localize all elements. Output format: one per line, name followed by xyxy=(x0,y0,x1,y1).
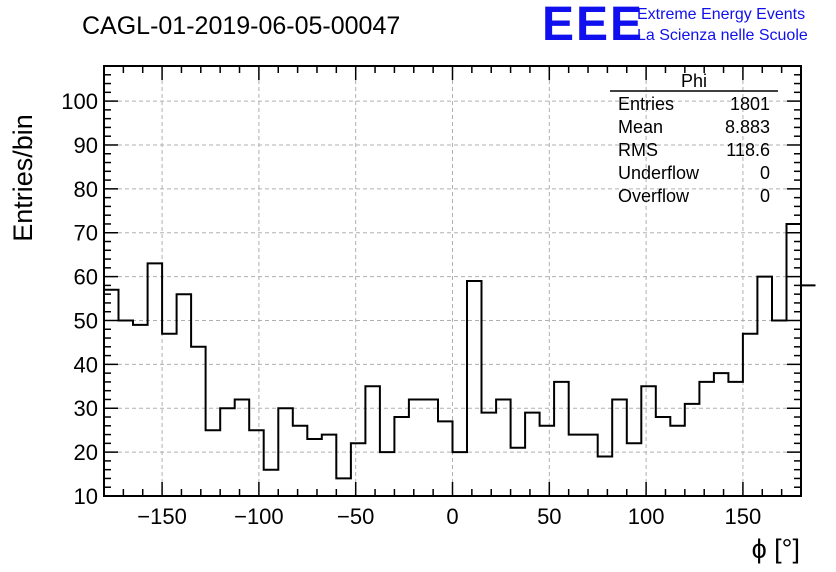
y-tick-label: 100 xyxy=(61,89,98,114)
x-tick-label: 100 xyxy=(628,504,665,529)
axis-ticks xyxy=(103,65,802,497)
stats-box: Phi Entries 1801 Mean 8.883 RMS 118.6 Underflo… xyxy=(610,71,778,206)
stats-row-label: Overflow xyxy=(618,186,690,206)
y-tick-label: 60 xyxy=(74,265,98,290)
stats-row-label: Underflow xyxy=(618,163,700,183)
y-tick-label: 40 xyxy=(74,352,98,377)
y-tick-label: 30 xyxy=(74,396,98,421)
eee-logo-mark: EEE xyxy=(542,0,644,51)
eee-logo-line1: Extreme Energy Events xyxy=(637,6,805,23)
y-axis-label: Entries/bin xyxy=(8,114,38,242)
y-tick-label: 80 xyxy=(74,177,98,202)
y-tick-label: 50 xyxy=(74,308,98,333)
chart-title: CAGL-01-2019-06-05-00047 xyxy=(82,12,400,40)
stats-row-value: 118.6 xyxy=(726,140,770,160)
stats-row-value: 1801 xyxy=(730,94,770,114)
x-tick-label: −100 xyxy=(234,504,284,529)
eee-logo: EEE Extreme Energy Events La Scienza nel… xyxy=(542,0,808,51)
stats-row-label: Mean xyxy=(618,117,663,137)
stats-row-label: Entries xyxy=(618,94,674,114)
x-tick-labels: −150 −100 −50 0 50 100 150 xyxy=(137,504,761,529)
x-tick-label: 150 xyxy=(725,504,762,529)
stats-row-value: 0 xyxy=(760,186,770,206)
eee-logo-line2: La Scienza nelle Scuole xyxy=(637,27,808,44)
y-tick-label: 90 xyxy=(74,133,98,158)
x-axis-label: ϕ [°] xyxy=(752,534,800,564)
y-tick-label: 70 xyxy=(74,221,98,246)
x-tick-label: −150 xyxy=(137,504,187,529)
x-tick-label: 50 xyxy=(537,504,561,529)
x-tick-label: −50 xyxy=(337,504,374,529)
stats-row-value: 0 xyxy=(760,163,770,183)
y-tick-label: 10 xyxy=(74,484,98,509)
stats-row-label: RMS xyxy=(618,140,658,160)
stats-row-value: 8.883 xyxy=(725,117,770,137)
x-tick-label: 0 xyxy=(446,504,458,529)
histogram-series xyxy=(104,223,816,480)
y-tick-labels: 10 20 30 40 50 60 70 80 90 100 xyxy=(61,89,98,509)
stats-title: Phi xyxy=(681,71,707,91)
y-tick-label: 20 xyxy=(74,440,98,465)
